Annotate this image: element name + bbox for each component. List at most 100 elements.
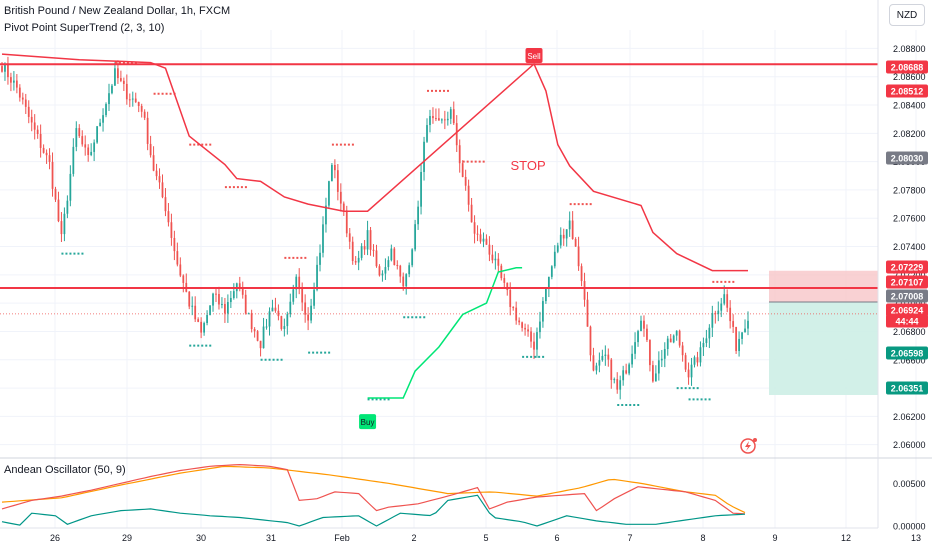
candle-body	[295, 276, 298, 290]
candle-body	[316, 264, 318, 290]
candle-body	[402, 276, 405, 287]
candle-body	[515, 307, 518, 321]
supertrend	[1, 53, 748, 399]
candle-body	[440, 119, 443, 121]
candle-body	[274, 307, 277, 311]
x-tick-label: 30	[196, 533, 206, 543]
candle-body	[598, 360, 601, 366]
candle-body	[443, 119, 446, 121]
candle-body	[128, 99, 131, 101]
candle-body	[723, 294, 726, 304]
subpane-tick-label: 0.00500	[893, 479, 926, 489]
candle-body	[568, 220, 571, 230]
candle-body	[331, 164, 333, 182]
candle-body	[146, 117, 149, 144]
candle-body	[729, 307, 732, 322]
candle-body	[137, 102, 140, 107]
candle-body	[509, 290, 512, 307]
buy-signal-box	[359, 414, 377, 430]
candle-body	[277, 310, 280, 317]
candle-body	[363, 246, 366, 250]
candle-body	[42, 147, 45, 153]
candle-body	[580, 266, 583, 282]
candle-body	[336, 170, 339, 192]
candle-body	[696, 357, 699, 363]
x-tick-label: 8	[700, 533, 705, 543]
candle-body	[325, 205, 327, 225]
candle-body	[408, 265, 411, 275]
candle-body	[122, 80, 125, 84]
candle-body	[693, 357, 696, 365]
candle-body	[268, 311, 271, 327]
price-label: 2.08030	[891, 154, 924, 164]
candle-body	[161, 182, 164, 198]
flash-icon[interactable]	[740, 438, 757, 454]
currency-button[interactable]: NZD	[889, 4, 925, 26]
candle-body	[90, 151, 93, 156]
candle-body	[732, 321, 735, 327]
candle-body	[553, 251, 556, 267]
candle-body	[432, 116, 434, 119]
candle-body	[247, 313, 250, 315]
candle-body	[616, 379, 619, 390]
candle-body	[396, 264, 399, 266]
candle-body	[601, 355, 604, 361]
candle-body	[586, 299, 589, 327]
candle-body	[503, 278, 506, 283]
x-tick-label: 2	[411, 533, 416, 543]
candle-body	[18, 87, 21, 98]
candle-body	[36, 129, 39, 134]
candle-body	[292, 289, 295, 302]
candle-body	[256, 331, 259, 341]
candle-body	[681, 345, 684, 356]
price-labels: 2.08688 2.08512 2.08030 2.07229 2.07107 2.070…	[886, 60, 928, 395]
candle-body	[131, 98, 134, 100]
x-tick-label: 7	[627, 533, 632, 543]
candle-body	[78, 128, 81, 137]
candle-body	[30, 116, 33, 123]
y-tick-label: 2.07800	[893, 185, 926, 195]
candle-body	[527, 329, 529, 332]
candle-body	[176, 251, 179, 265]
x-tick-label: 26	[50, 533, 60, 543]
candle-body	[414, 224, 417, 250]
candle-body	[322, 224, 324, 253]
candle-body	[182, 275, 185, 283]
candle-body	[571, 220, 574, 240]
price-label: 2.06924	[891, 306, 924, 316]
candle-body	[57, 199, 60, 222]
candle-body	[744, 328, 746, 333]
candle-body	[203, 323, 205, 333]
subpane-tick-label: 0.00000	[893, 522, 926, 532]
price-label-box	[886, 289, 928, 303]
candle-body	[539, 321, 541, 333]
supertrend-up-line	[367, 267, 523, 399]
candle-body	[435, 118, 437, 120]
candle-body	[241, 287, 244, 295]
candle-body	[191, 305, 194, 307]
candle-body	[545, 288, 547, 302]
price-label-box	[886, 260, 928, 274]
candle-body	[319, 252, 321, 265]
candle-body	[221, 304, 223, 306]
candle-body	[4, 64, 6, 72]
candle-body	[455, 123, 458, 146]
price-label: 2.08512	[891, 87, 924, 97]
candle-body	[524, 327, 526, 330]
x-tick-label: 5	[483, 533, 488, 543]
candle-body	[530, 331, 532, 342]
candle-body	[384, 267, 387, 274]
candle-body	[458, 145, 461, 164]
y-tick-label: 2.06600	[893, 355, 926, 365]
candle-body	[577, 246, 580, 267]
candle-body	[637, 331, 639, 343]
candle-body	[63, 213, 66, 235]
x-tick-label: Feb	[334, 533, 350, 543]
candle-body	[244, 294, 247, 314]
candle-body	[411, 249, 414, 266]
candle-body	[663, 348, 666, 359]
candle-body	[48, 155, 51, 162]
candle-body	[654, 373, 657, 382]
